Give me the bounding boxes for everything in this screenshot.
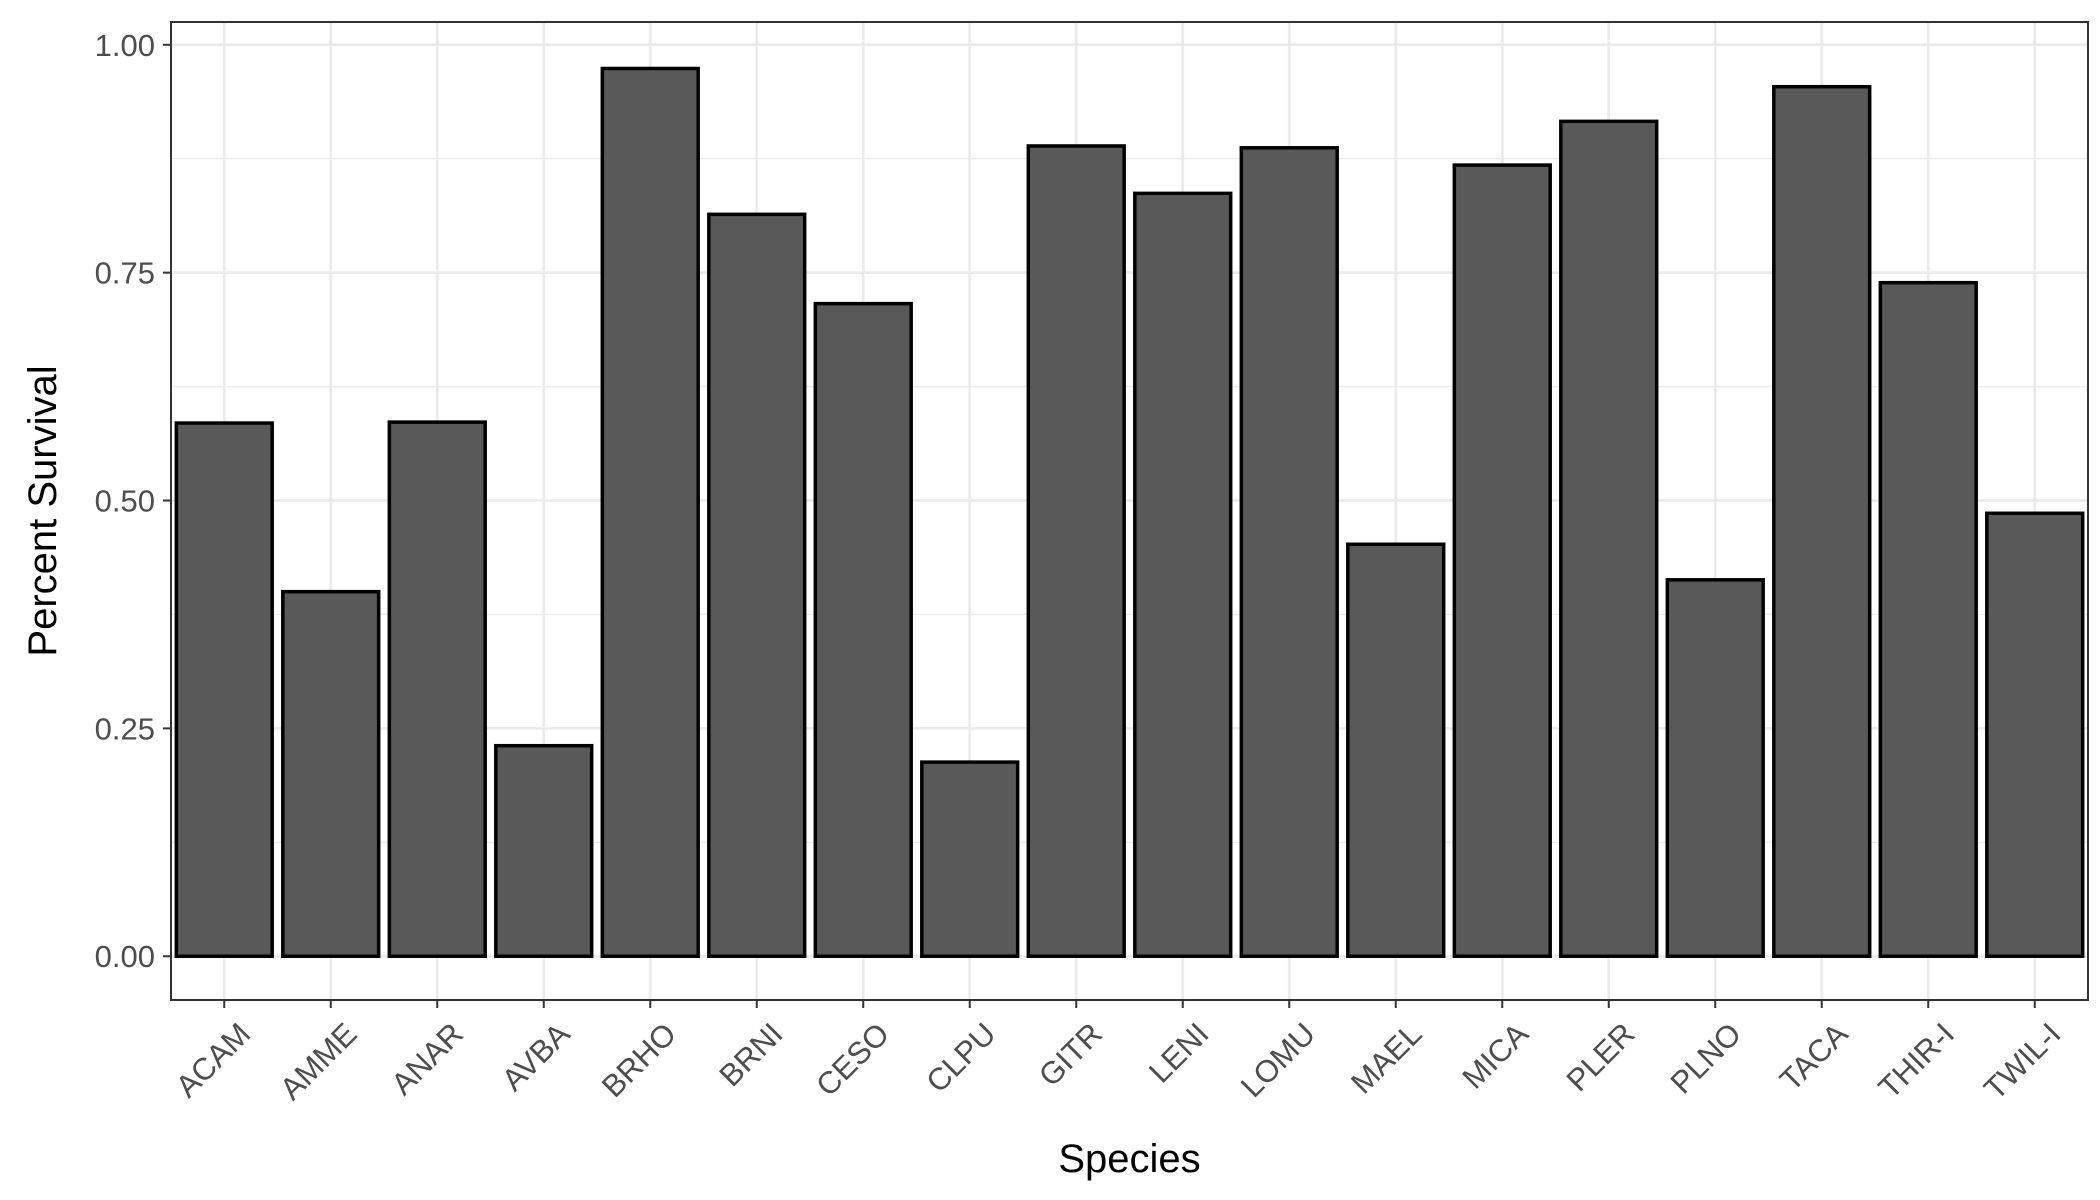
bar-gitr — [1026, 144, 1126, 958]
x-tick-label: TWIL-I — [1977, 1016, 2068, 1107]
x-tick-label: LOMU — [1234, 1016, 1322, 1104]
x-tick-label: MICA — [1455, 1016, 1535, 1096]
x-tick-label: AMME — [273, 1016, 364, 1107]
bar-brho — [600, 66, 700, 958]
x-tick-label: BRHO — [595, 1016, 683, 1104]
x-tick-label: CLPU — [919, 1016, 1002, 1099]
bar-brni — [707, 212, 807, 958]
y-tick-label: 0.00 — [95, 939, 155, 974]
y-axis-title: Percent Survival — [21, 365, 65, 656]
bar-clpu — [920, 760, 1020, 958]
x-tick-label: PLNO — [1664, 1016, 1748, 1100]
x-tick-label: THIR-I — [1872, 1016, 1961, 1105]
plot-panel — [170, 21, 2089, 1001]
bar-mica — [1452, 163, 1552, 958]
bar-taca — [1772, 84, 1872, 958]
x-tick-label: GITR — [1032, 1016, 1109, 1093]
bar-ceso — [813, 301, 913, 958]
bars — [174, 66, 2085, 958]
y-tick-label: 0.50 — [95, 484, 155, 519]
bar-acam — [174, 421, 274, 958]
x-tick-label: PLER — [1560, 1016, 1642, 1098]
bar-plno — [1665, 578, 1765, 958]
x-tick-label: TACA — [1773, 1016, 1855, 1098]
x-tick-label: CESO — [809, 1016, 896, 1103]
x-axis: ACAM AMME ANAR AVBA BRHO BRNI CESO CLPU GITR LENI… — [169, 1000, 2068, 1107]
bar-leni — [1133, 191, 1233, 958]
y-tick-label: 0.75 — [95, 256, 155, 291]
bar-anar — [387, 420, 487, 958]
bar-twil-i — [1985, 511, 2085, 958]
x-axis-title: Species — [1058, 1137, 1200, 1181]
y-axis: 0.00 0.25 0.50 0.75 1.00 — [95, 28, 171, 974]
y-tick-label: 0.25 — [95, 711, 155, 746]
x-tick-label: MAEL — [1344, 1016, 1428, 1100]
bar-amme — [281, 589, 381, 958]
bar-thir-i — [1878, 280, 1978, 958]
bar-lomu — [1239, 146, 1339, 958]
bar-pler — [1559, 119, 1659, 958]
x-tick-label: ACAM — [169, 1016, 257, 1104]
x-tick-label: AVBA — [495, 1016, 577, 1098]
x-tick-label: LENI — [1142, 1016, 1215, 1089]
y-tick-label: 1.00 — [95, 28, 155, 63]
bar-mael — [1346, 542, 1446, 958]
x-tick-label: ANAR — [384, 1016, 470, 1102]
bar-avba — [494, 743, 594, 958]
x-tick-label: BRNI — [712, 1016, 789, 1093]
